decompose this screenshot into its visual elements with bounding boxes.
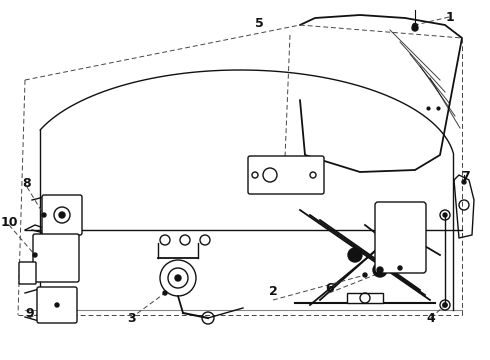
Circle shape bbox=[413, 23, 417, 28]
Circle shape bbox=[412, 25, 418, 31]
Circle shape bbox=[33, 253, 37, 257]
Circle shape bbox=[377, 267, 383, 273]
Text: 2: 2 bbox=[269, 285, 278, 298]
Circle shape bbox=[348, 248, 362, 262]
Text: 8: 8 bbox=[23, 177, 31, 190]
FancyBboxPatch shape bbox=[375, 202, 426, 273]
FancyBboxPatch shape bbox=[248, 156, 324, 194]
Circle shape bbox=[352, 252, 358, 258]
Circle shape bbox=[363, 273, 367, 277]
Circle shape bbox=[373, 263, 387, 277]
Circle shape bbox=[175, 275, 181, 281]
Circle shape bbox=[443, 303, 447, 307]
Circle shape bbox=[42, 213, 46, 217]
Circle shape bbox=[462, 180, 466, 184]
Circle shape bbox=[443, 303, 447, 307]
Circle shape bbox=[443, 213, 447, 217]
Text: 9: 9 bbox=[25, 307, 34, 320]
Bar bbox=[347, 293, 383, 303]
FancyBboxPatch shape bbox=[37, 287, 77, 323]
Text: 5: 5 bbox=[255, 17, 264, 30]
Text: 4: 4 bbox=[427, 312, 436, 325]
Text: 7: 7 bbox=[461, 170, 470, 183]
Circle shape bbox=[55, 303, 59, 307]
Text: 1: 1 bbox=[445, 11, 454, 24]
FancyBboxPatch shape bbox=[19, 262, 36, 284]
Circle shape bbox=[59, 212, 65, 218]
Text: 10: 10 bbox=[0, 216, 18, 229]
Text: 3: 3 bbox=[127, 312, 136, 325]
Circle shape bbox=[163, 291, 167, 295]
FancyBboxPatch shape bbox=[33, 234, 79, 282]
Text: 6: 6 bbox=[325, 282, 334, 294]
Circle shape bbox=[398, 266, 402, 270]
FancyBboxPatch shape bbox=[42, 195, 82, 235]
